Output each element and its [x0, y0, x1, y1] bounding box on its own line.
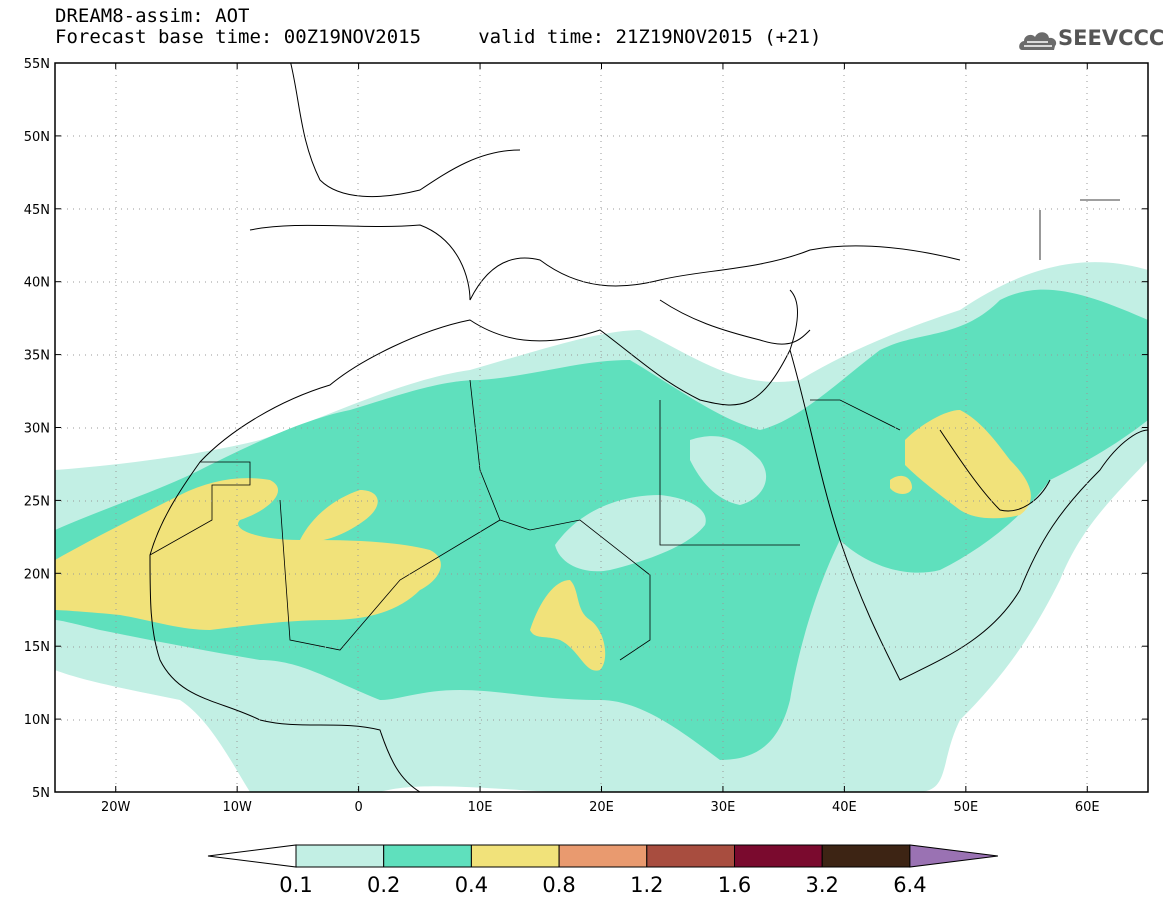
country-borders	[149, 199, 1120, 661]
aot-level-0.4-area-chad	[530, 580, 606, 671]
colorbar: 0.1 0.2 0.4 0.8 1.2 1.6 3.2 6.4	[207, 844, 998, 897]
logo-text: SEEVCCC	[1058, 26, 1165, 50]
lon-tick-label: 50E	[953, 800, 978, 815]
lon-tick-label: 40E	[832, 800, 857, 815]
map-title: DREAM8-assim: AOT	[55, 5, 250, 27]
lat-tick-label: 15N	[24, 640, 50, 655]
lat-tick-label: 20N	[24, 567, 50, 582]
lon-tick-label: 20E	[589, 800, 614, 815]
aot-low-area-libya	[555, 495, 706, 572]
aot-level-0.4-area-gulf-small	[890, 475, 912, 494]
lon-tick-label: 10W	[222, 800, 252, 815]
aot-level-0.4-area-west	[300, 490, 378, 542]
cloud-logo-icon	[1019, 32, 1057, 50]
lat-tick-label: 25N	[24, 494, 50, 509]
lon-tick-label: 20W	[101, 800, 131, 815]
lat-tick-label: 5N	[32, 786, 50, 801]
aot-contours	[55, 262, 1148, 792]
colorbar-level-label: 0.4	[455, 873, 488, 897]
colorbar-level-label: 3.2	[805, 873, 838, 897]
lon-tick-label: 30E	[711, 800, 736, 815]
lat-tick-label: 40N	[24, 276, 50, 291]
colorbar-cell	[734, 844, 823, 868]
forecast-time-line: Forecast base time: 00Z19NOV2015 valid t…	[55, 26, 822, 48]
colorbar-cell	[821, 844, 911, 868]
latitude-ticks: 55N 50N 45N 40N 35N 30N 25N 20N 15N 10N 5N	[24, 57, 1148, 801]
lon-tick-label: 0	[354, 800, 362, 815]
lat-tick-label: 50N	[24, 130, 50, 145]
lat-tick-label: 45N	[24, 203, 50, 218]
colorbar-cell	[646, 844, 735, 868]
graticule	[55, 63, 1148, 792]
colorbar-level-label: 6.4	[893, 873, 926, 897]
aot-low-area-egypt	[690, 436, 767, 505]
lat-tick-label: 30N	[24, 422, 50, 437]
colorbar-cell	[295, 844, 385, 868]
lat-tick-label: 10N	[24, 713, 50, 728]
colorbar-under-triangle	[207, 844, 297, 868]
colorbar-level-label: 1.2	[630, 873, 663, 897]
aot-level-0.4-area	[55, 478, 441, 630]
colorbar-level-label: 0.2	[367, 873, 400, 897]
lat-tick-label: 55N	[24, 57, 50, 72]
colorbar-cell	[470, 844, 560, 868]
colorbar-level-label: 1.6	[718, 873, 751, 897]
colorbar-over-triangle	[909, 844, 998, 868]
lon-tick-label: 60E	[1075, 800, 1100, 815]
lon-tick-label: 10E	[468, 800, 493, 815]
colorbar-cell	[558, 844, 648, 868]
colorbar-cell	[383, 844, 472, 868]
longitude-ticks: 20W 10W 0 10E 20E 30E 40E 50E 60E	[101, 63, 1100, 815]
aot-level-0.4-area-gulf	[905, 410, 1031, 519]
colorbar-level-label: 0.1	[279, 873, 312, 897]
colorbar-level-label: 0.8	[542, 873, 575, 897]
lat-tick-label: 35N	[24, 349, 50, 364]
